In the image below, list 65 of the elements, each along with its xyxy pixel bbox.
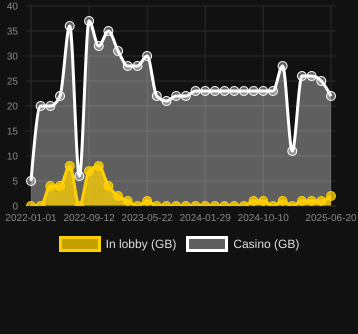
- point: [122, 61, 133, 71]
- point: [94, 41, 104, 51]
- point: [113, 46, 124, 56]
- point: [26, 176, 36, 186]
- y-tick-label: 25: [6, 76, 18, 88]
- point: [296, 196, 307, 206]
- point: [103, 181, 114, 191]
- point: [142, 51, 152, 61]
- point: [132, 61, 142, 71]
- y-tick-label: 20: [6, 102, 18, 113]
- y-tick-label: 10: [6, 152, 18, 163]
- y-tick-label: 35: [6, 26, 18, 38]
- point: [152, 91, 162, 101]
- point: [220, 86, 230, 96]
- y-tick-label: 0: [12, 202, 18, 213]
- point: [238, 86, 249, 96]
- point: [64, 161, 75, 171]
- point: [36, 101, 46, 111]
- point: [94, 161, 104, 171]
- point: [268, 86, 278, 96]
- point: [248, 86, 259, 96]
- point: [258, 196, 268, 206]
- legend-label: In lobby (GB): [106, 237, 176, 251]
- point: [190, 86, 201, 96]
- point: [326, 91, 336, 101]
- point: [278, 196, 288, 206]
- point: [210, 86, 220, 96]
- point: [103, 26, 114, 36]
- point: [113, 191, 124, 201]
- x-tick-label: 2025-06-20: [305, 213, 358, 224]
- point: [229, 86, 240, 96]
- y-tick-label: 40: [6, 2, 18, 13]
- point: [180, 91, 191, 101]
- point: [306, 196, 317, 206]
- legend-label: Casino (GB): [233, 237, 300, 251]
- point: [171, 91, 182, 101]
- point: [258, 86, 268, 96]
- y-tick-label: 30: [6, 52, 18, 63]
- point: [45, 181, 56, 191]
- point: [142, 196, 152, 206]
- point: [316, 196, 326, 206]
- point: [296, 71, 307, 81]
- y-tick-label: 15: [6, 126, 18, 138]
- x-tick-label: 2022-01-01: [5, 213, 58, 224]
- point: [316, 76, 326, 86]
- point: [161, 96, 172, 106]
- x-tick-label: 2024-01-29: [180, 213, 232, 224]
- point: [306, 71, 317, 81]
- y-tick-label: 5: [12, 176, 18, 188]
- point: [248, 196, 259, 206]
- point: [84, 166, 94, 176]
- point: [122, 196, 133, 206]
- point: [55, 91, 66, 101]
- point: [45, 101, 56, 111]
- point: [326, 191, 336, 201]
- point: [74, 171, 84, 181]
- x-tick-label: 2024-10-10: [238, 213, 290, 224]
- point: [287, 146, 298, 156]
- x-tick-label: 2023-05-22: [122, 213, 174, 224]
- point: [200, 86, 210, 96]
- point: [84, 16, 94, 26]
- point: [64, 21, 75, 31]
- x-tick-label: 2022-09-12: [63, 213, 116, 224]
- point: [55, 181, 66, 191]
- point: [278, 61, 288, 71]
